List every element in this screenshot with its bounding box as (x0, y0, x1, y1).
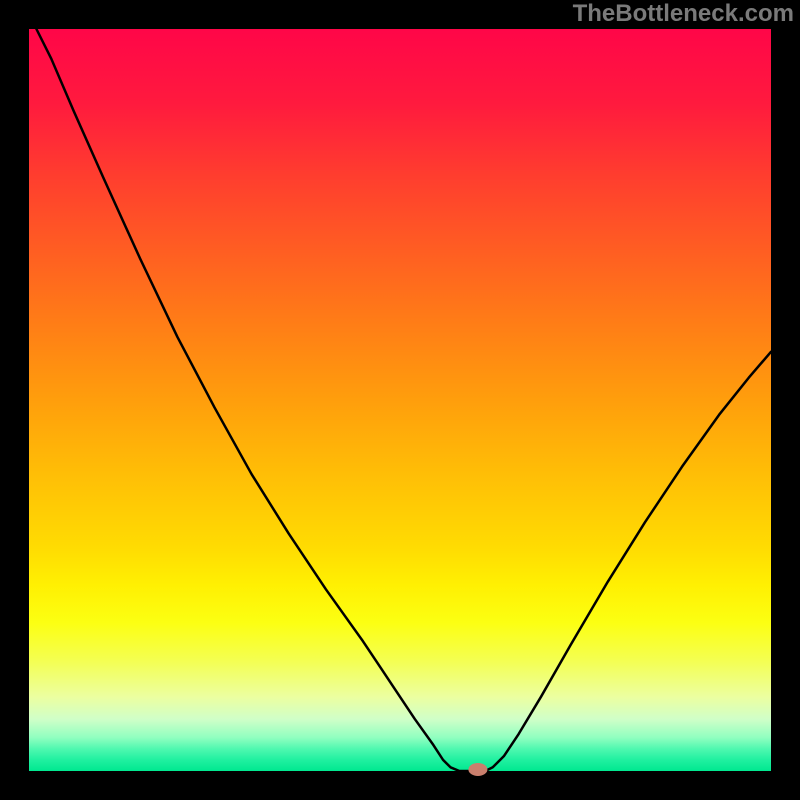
chart-container: TheBottleneck.com (0, 0, 800, 800)
bottleneck-curve-chart (0, 0, 800, 800)
watermark-text: TheBottleneck.com (573, 0, 794, 28)
plot-background (29, 29, 771, 771)
optimal-point-marker (469, 764, 487, 776)
